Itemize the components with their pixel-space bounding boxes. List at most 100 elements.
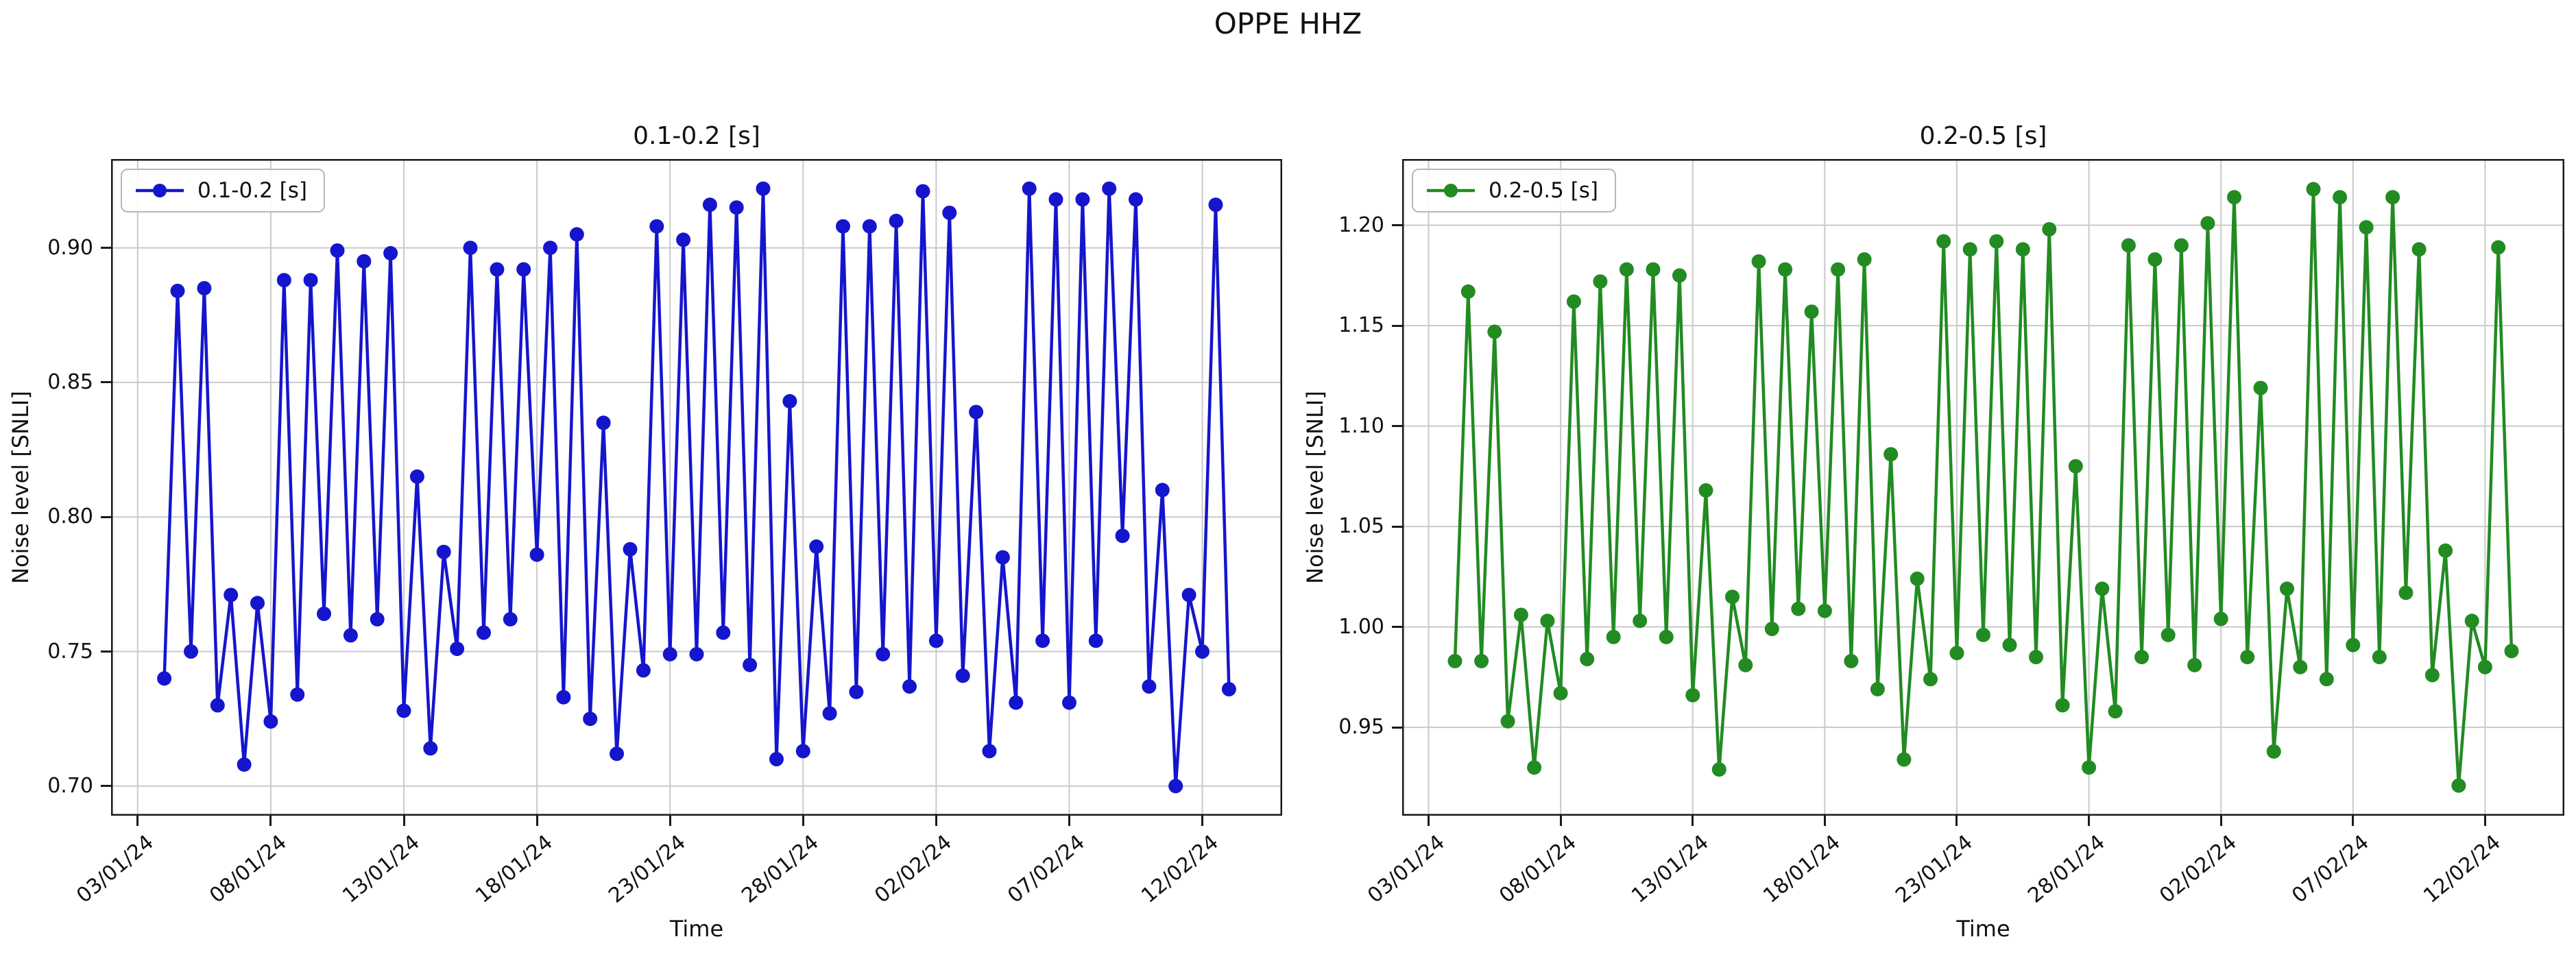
data-point-marker (1804, 304, 1819, 319)
y-tick-label: 1.00 (1338, 614, 1384, 639)
y-tick-mark (101, 515, 111, 518)
data-point-marker (490, 262, 505, 277)
data-point-marker (2266, 744, 2281, 759)
data-point-marker (1102, 181, 1117, 196)
data-point-marker (2306, 182, 2321, 197)
subplot-left-xlabel: Time (669, 916, 724, 942)
data-point-marker (1474, 653, 1489, 668)
data-point-marker (477, 625, 491, 640)
x-tick-label: 18/01/24 (1759, 830, 1846, 908)
data-point-marker (1698, 483, 1713, 498)
data-point-marker (743, 657, 758, 672)
data-point-marker (357, 254, 372, 269)
data-point-marker (889, 213, 904, 228)
data-point-marker (2504, 644, 2519, 659)
data-point-marker (330, 243, 345, 258)
data-point-marker (463, 241, 478, 256)
data-point-marker (756, 181, 771, 196)
data-point-marker (2213, 611, 2228, 627)
x-tick-mark (2219, 816, 2222, 826)
data-point-marker (2055, 698, 2070, 713)
subplot-right-legend-label: 0.2-0.5 [s] (1489, 178, 1598, 203)
data-point-marker (2042, 222, 2057, 236)
x-tick-label: 03/01/24 (71, 830, 158, 908)
data-point-marker (689, 646, 704, 661)
data-point-marker (2477, 659, 2492, 674)
data-point-marker (2438, 543, 2453, 558)
data-point-marker (237, 757, 252, 772)
subplot-right-xlabel: Time (1956, 916, 2010, 942)
x-tick-label: 03/01/24 (1362, 830, 1449, 908)
data-point-marker (610, 746, 624, 762)
data-point-marker (1487, 324, 1502, 339)
data-point-marker (1606, 629, 1621, 644)
data-point-marker (583, 711, 598, 727)
data-point-marker (1048, 192, 1063, 207)
y-tick-label: 1.05 (1338, 514, 1384, 539)
data-point-marker (729, 200, 744, 215)
data-point-marker (1155, 483, 1170, 498)
data-point-marker (928, 633, 943, 648)
data-point-marker (2174, 238, 2189, 253)
data-point-marker (1989, 234, 2004, 249)
data-point-marker (822, 706, 837, 721)
y-tick-label: 1.20 (1338, 212, 1384, 237)
data-point-marker (1672, 268, 1687, 283)
x-tick-mark (1428, 816, 1430, 826)
data-point-marker (157, 671, 172, 686)
x-tick-label: 02/02/24 (2155, 830, 2242, 908)
data-point-marker (303, 273, 318, 288)
subplot-right-plot-area (1402, 159, 2564, 816)
x-tick-mark (1823, 816, 1826, 826)
data-point-marker (1088, 633, 1103, 648)
data-point-marker (969, 404, 984, 419)
y-tick-mark (1392, 726, 1402, 729)
data-point-marker (1022, 181, 1037, 196)
data-point-marker (423, 741, 438, 756)
data-point-marker (290, 687, 305, 702)
data-point-marker (2424, 668, 2440, 683)
data-point-marker (556, 690, 571, 705)
data-point-marker (2187, 657, 2202, 672)
y-tick-label: 0.85 (47, 369, 93, 394)
data-point-marker (170, 283, 185, 298)
data-point-marker (1659, 629, 1674, 644)
data-point-marker (2068, 459, 2083, 474)
data-point-marker (2280, 581, 2294, 596)
data-point-marker (942, 206, 957, 220)
x-tick-mark (669, 816, 671, 826)
data-point-marker (1009, 695, 1024, 710)
x-tick-label: 07/02/24 (1003, 830, 1090, 908)
data-point-marker (2464, 613, 2479, 629)
data-point-marker (1738, 657, 1753, 672)
data-point-marker (876, 646, 891, 661)
x-tick-mark (2352, 816, 2355, 826)
subplot-left-legend-label: 0.1-0.2 [s] (197, 178, 307, 203)
data-point-marker (503, 611, 518, 627)
data-point-marker (702, 197, 717, 212)
y-tick-mark (1392, 425, 1402, 428)
x-tick-mark (1201, 816, 1204, 826)
data-point-marker (1923, 672, 1938, 687)
data-point-marker (1540, 613, 1555, 629)
data-point-marker (1129, 192, 1143, 207)
data-point-marker (2029, 650, 2043, 665)
data-point-marker (2082, 760, 2097, 775)
data-point-marker (184, 644, 198, 659)
x-tick-mark (1692, 816, 1694, 826)
data-point-marker (809, 539, 824, 554)
data-point-marker (2227, 190, 2241, 205)
data-point-marker (1062, 695, 1076, 710)
data-point-marker (529, 547, 544, 562)
data-point-marker (1447, 653, 1462, 668)
data-point-marker (716, 625, 731, 640)
data-point-marker (862, 219, 877, 234)
data-point-marker (1831, 262, 1846, 277)
y-tick-label: 0.70 (47, 773, 93, 798)
data-point-marker (409, 469, 424, 484)
data-point-marker (1035, 633, 1050, 648)
y-tick-mark (1392, 224, 1402, 227)
x-tick-mark (2483, 816, 2486, 826)
y-tick-label: 0.95 (1338, 715, 1384, 740)
data-point-marker (2240, 650, 2255, 665)
